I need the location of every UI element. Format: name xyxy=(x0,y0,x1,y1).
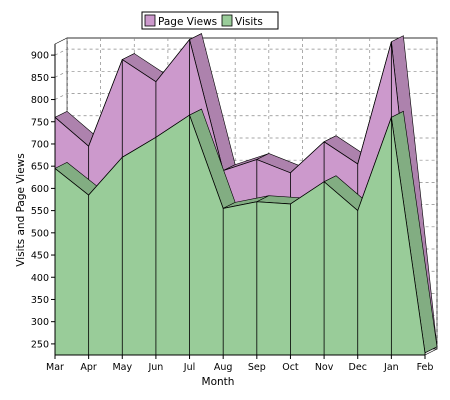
y-axis-title: Visits and Page Views xyxy=(15,153,27,266)
x-tick-label: Jul xyxy=(183,362,195,373)
x-tick-label: Jun xyxy=(147,362,163,373)
y-tick-label: 250 xyxy=(31,339,49,350)
x-tick-label: Aug xyxy=(214,362,233,373)
legend-label-visits: Visits xyxy=(235,16,263,28)
x-tick-label: Nov xyxy=(315,362,334,373)
y-tick-label: 550 xyxy=(31,206,49,217)
gridline-horizontal xyxy=(54,48,437,56)
y-tick-label: 900 xyxy=(31,51,49,62)
axes: 250 300 350 400 450 500 550 600 650 700 750 800 850 9… xyxy=(31,44,434,373)
y-tick-label: 400 xyxy=(31,273,49,284)
y-tick-label: 300 xyxy=(31,317,49,328)
y-tick-label: 600 xyxy=(31,184,49,195)
legend: Page Views Visits xyxy=(141,11,279,30)
x-tick-label: Jan xyxy=(383,362,399,373)
y-tick-label: 500 xyxy=(31,228,49,239)
plot-areas xyxy=(54,33,438,356)
legend-box xyxy=(141,11,279,30)
x-tick-label: Feb xyxy=(417,362,434,373)
y-tick-label: 800 xyxy=(31,95,49,106)
x-tick-label: Mar xyxy=(46,362,64,373)
x-tick-label: May xyxy=(112,362,132,373)
gridline-horizontal xyxy=(54,70,437,78)
x-tick-label: Dec xyxy=(349,362,367,373)
y-tick-label: 750 xyxy=(31,117,49,128)
series-visits xyxy=(54,108,438,356)
legend-swatch-visits xyxy=(221,14,233,27)
y-tick-label: 450 xyxy=(31,251,49,262)
legend-swatch-page-views xyxy=(144,14,156,27)
x-axis-title: Month xyxy=(202,376,235,388)
x-tick-label: Sep xyxy=(248,362,266,373)
legend-label-page-views: Page Views xyxy=(158,16,217,28)
x-tick-label: Apr xyxy=(80,362,97,373)
x-tick-label: Oct xyxy=(282,362,299,373)
y-tick-label: 350 xyxy=(31,295,49,306)
y-tick-label: 850 xyxy=(31,73,49,84)
y-tick-label: 650 xyxy=(31,162,49,173)
y-tick-label: 700 xyxy=(31,139,49,150)
